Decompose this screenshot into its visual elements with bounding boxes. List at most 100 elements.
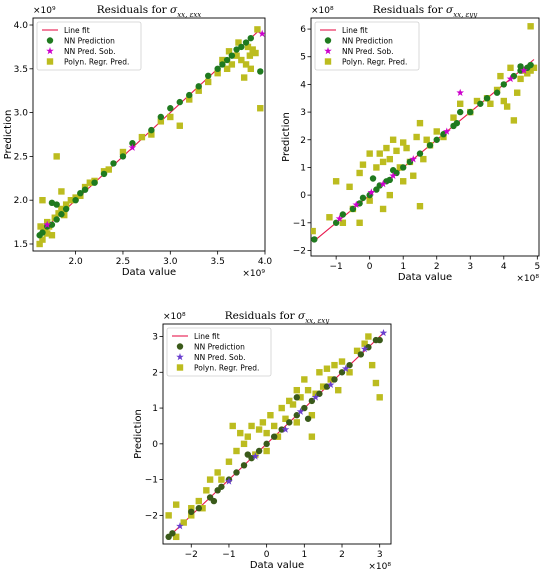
data-point bbox=[530, 64, 538, 72]
data-point bbox=[188, 508, 195, 516]
y-tick-label: 6 bbox=[300, 25, 306, 35]
data-point bbox=[249, 46, 256, 53]
data-point bbox=[389, 136, 397, 143]
data-point bbox=[204, 72, 212, 80]
data-point bbox=[289, 401, 297, 408]
title-symbol: σ bbox=[170, 4, 178, 16]
data-point bbox=[180, 519, 187, 526]
data-point bbox=[379, 328, 388, 337]
x-tick-label: −2 bbox=[185, 550, 198, 560]
data-point bbox=[365, 333, 372, 340]
data-point bbox=[527, 67, 534, 74]
data-point bbox=[416, 119, 424, 127]
data-point bbox=[311, 227, 316, 235]
title-subscript: xx, εyy bbox=[453, 11, 478, 19]
data-point bbox=[195, 87, 202, 94]
data-point bbox=[157, 113, 165, 121]
data-point bbox=[229, 422, 236, 430]
data-point bbox=[386, 155, 393, 163]
data-point bbox=[456, 88, 465, 96]
data-point bbox=[346, 369, 353, 376]
data-point bbox=[376, 150, 383, 157]
data-point bbox=[53, 216, 60, 223]
chart-panel-xx-xy: Residuals for σxx, εxy −2 −1 0 1 2 3 −2 −1 0 1 2 3 ×1… bbox=[133, 310, 392, 572]
legend-label: NN Prediction bbox=[342, 36, 393, 45]
data-point bbox=[138, 133, 146, 141]
y-tick-label: 0 bbox=[152, 440, 158, 450]
data-point bbox=[81, 186, 89, 193]
data-point bbox=[296, 407, 305, 415]
legend-label: NN Pred. Sob. bbox=[64, 47, 116, 56]
data-point bbox=[259, 419, 267, 426]
x-tick-label: 0 bbox=[264, 550, 270, 560]
data-point bbox=[278, 404, 285, 412]
legend-swatch bbox=[46, 37, 54, 44]
data-point bbox=[338, 358, 346, 365]
data-point bbox=[195, 505, 203, 512]
data-point bbox=[359, 194, 367, 202]
y-tick-label: 3 bbox=[152, 333, 158, 343]
data-point bbox=[58, 205, 65, 213]
y-tick-label: 3.0 bbox=[14, 109, 29, 119]
data-point bbox=[311, 393, 320, 401]
data-point bbox=[517, 75, 524, 83]
y-tick-label: 2 bbox=[152, 368, 158, 378]
data-point bbox=[339, 211, 347, 218]
y-tick-label: −2 bbox=[145, 511, 158, 521]
x-multiplier: ×10⁸ bbox=[368, 562, 391, 572]
data-point bbox=[353, 347, 361, 355]
x-tick-label: −1 bbox=[330, 262, 343, 272]
data-point bbox=[257, 105, 264, 112]
data-point bbox=[247, 65, 254, 73]
chart-title: Residuals for σxx, εyy bbox=[373, 4, 478, 19]
data-point bbox=[393, 147, 400, 155]
x-multiplier: ×10⁸ bbox=[516, 274, 539, 284]
data-point bbox=[251, 452, 260, 460]
data-point bbox=[167, 105, 174, 112]
data-point bbox=[157, 118, 165, 125]
data-point bbox=[172, 533, 180, 541]
data-point bbox=[119, 148, 127, 156]
x-multiplier: ×10⁹ bbox=[242, 269, 265, 279]
data-point bbox=[72, 196, 79, 204]
data-point bbox=[514, 89, 521, 96]
data-point bbox=[100, 170, 108, 178]
data-point bbox=[335, 386, 342, 394]
data-point bbox=[186, 96, 193, 103]
chart-title: Residuals for σxx, εxy bbox=[225, 310, 330, 325]
legend-swatch bbox=[46, 47, 54, 55]
data-point bbox=[246, 52, 254, 59]
data-point bbox=[286, 397, 293, 405]
y-tick-label: 1.5 bbox=[14, 240, 28, 250]
legend-label: Polyn. Regr. Pred. bbox=[64, 57, 129, 66]
data-point bbox=[339, 219, 347, 226]
data-point bbox=[400, 164, 407, 171]
data-point bbox=[44, 230, 51, 237]
data-point bbox=[176, 522, 184, 530]
data-point bbox=[416, 150, 424, 157]
legend-swatch bbox=[176, 353, 184, 361]
data-point bbox=[223, 56, 231, 64]
x-tick-label: −1 bbox=[222, 550, 235, 560]
legend-swatch bbox=[324, 47, 332, 55]
data-point bbox=[293, 412, 300, 419]
data-point bbox=[129, 140, 136, 147]
data-point bbox=[389, 171, 397, 179]
data-point bbox=[48, 232, 56, 239]
data-point bbox=[473, 97, 481, 105]
data-point bbox=[274, 433, 282, 440]
data-point bbox=[77, 189, 84, 197]
data-point bbox=[195, 497, 203, 505]
data-point bbox=[110, 160, 117, 167]
data-point bbox=[238, 43, 245, 51]
data-layer bbox=[311, 23, 538, 243]
title-subscript: xx, εxy bbox=[305, 317, 330, 325]
data-point bbox=[352, 200, 361, 209]
data-point bbox=[357, 351, 365, 358]
data-point bbox=[257, 68, 264, 75]
data-point bbox=[206, 476, 214, 483]
data-point bbox=[308, 433, 316, 440]
data-point bbox=[517, 63, 524, 70]
